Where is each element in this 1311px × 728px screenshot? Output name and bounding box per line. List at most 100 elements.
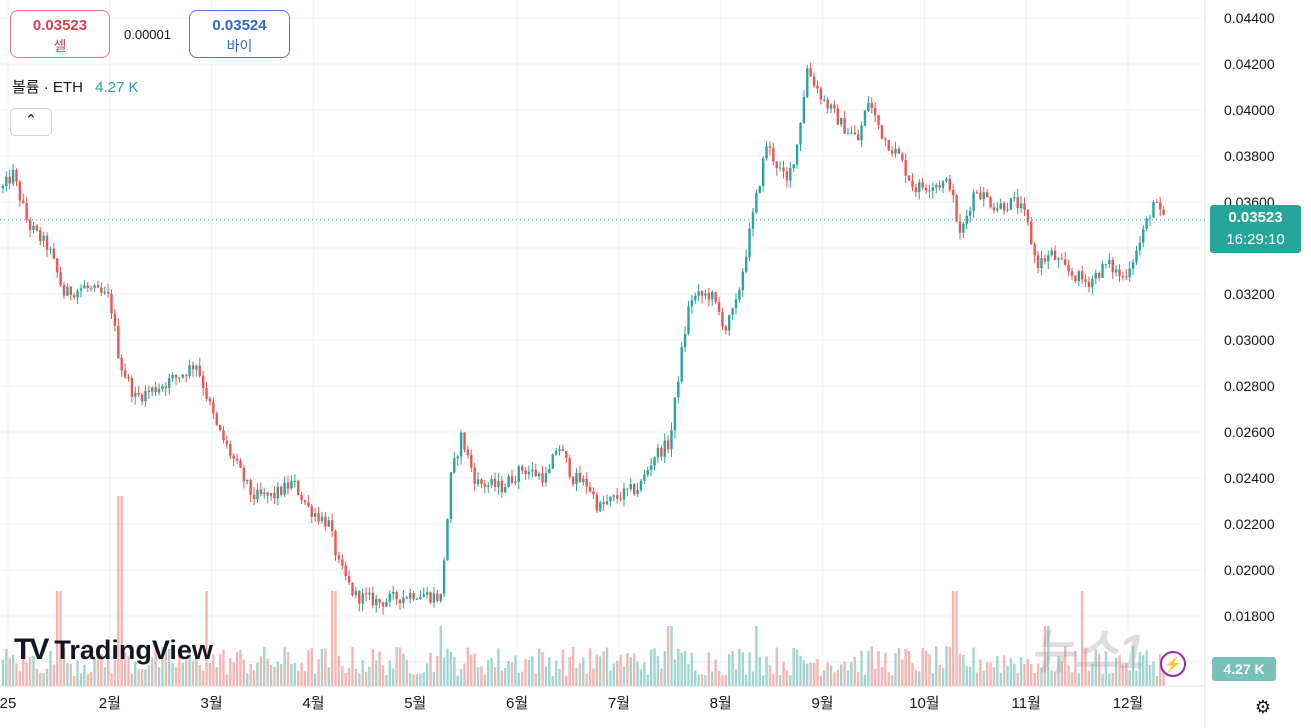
volume-bar [948, 646, 952, 686]
volume-bar [751, 671, 755, 686]
candle-body [225, 440, 229, 445]
collapse-button[interactable]: ⌃ [10, 108, 52, 136]
candle-body [1043, 258, 1047, 262]
candle-body [483, 483, 487, 487]
volume-bar [286, 652, 290, 686]
volume-bar [768, 665, 772, 686]
candle-body [1097, 272, 1101, 278]
volume-bar [222, 649, 225, 686]
candle-body [1159, 202, 1162, 210]
candle-body [985, 192, 989, 198]
candle-body [405, 597, 408, 599]
candle-body [351, 582, 354, 596]
candle-body [795, 144, 799, 165]
volume-bar [378, 651, 381, 686]
candle-body [487, 484, 490, 487]
candle-body [293, 480, 296, 482]
candle-body [358, 590, 361, 604]
volume-bar [860, 650, 863, 686]
candle-body [45, 235, 49, 250]
volume-bar [734, 669, 738, 686]
candle-body [643, 474, 646, 481]
volume-bar [215, 667, 218, 686]
candle-body [928, 190, 931, 192]
candle-body [829, 104, 833, 109]
candle-body [571, 476, 575, 484]
volume-bar [147, 665, 151, 686]
candle-body [867, 102, 870, 111]
candle-body [459, 432, 463, 457]
candle-body [649, 465, 653, 471]
candle-body [673, 397, 677, 431]
volume-bar [894, 653, 897, 686]
y-tick-label: 0.03800 [1224, 148, 1275, 164]
volume-bar [11, 654, 15, 686]
sell-button[interactable]: 0.03523 셀 [10, 10, 110, 58]
volume-bar [303, 671, 307, 686]
candle-body [653, 457, 656, 466]
volume-bar [812, 663, 816, 686]
volume-bar [989, 662, 992, 686]
volume-bar [677, 648, 680, 686]
gear-icon[interactable]: ⚙ [1254, 697, 1272, 717]
volume-bar [439, 626, 442, 686]
candle-body [524, 470, 527, 475]
volume-bar [388, 660, 392, 686]
volume-bar [69, 664, 72, 686]
candle-body [972, 192, 975, 211]
volume-bar [649, 649, 653, 686]
volume-bar [853, 657, 856, 686]
candle-body [15, 169, 18, 182]
volume-bar [761, 675, 765, 686]
candle-body [341, 559, 344, 566]
volume-bar [921, 647, 924, 686]
candle-body [955, 195, 958, 222]
x-tick-label: 25 [0, 695, 16, 712]
volume-bar [687, 664, 690, 686]
volume-bar [517, 672, 520, 686]
volume-bar [680, 652, 683, 686]
candle-body [714, 292, 717, 303]
volume-bar [612, 663, 616, 686]
candle-body [1091, 278, 1094, 288]
candle-body [846, 133, 850, 135]
volume-bar [911, 663, 914, 686]
volume-bar [670, 626, 673, 686]
volume-bar [897, 648, 901, 686]
candle-body [1070, 271, 1074, 276]
candle-body [656, 447, 660, 458]
candle-body [218, 424, 222, 431]
candle-body [174, 374, 178, 378]
volume-bar [1128, 670, 1131, 686]
candle-body [208, 398, 212, 402]
candle-body [22, 200, 25, 204]
candle-body [117, 325, 120, 358]
candle-body [290, 481, 293, 489]
candle-body [5, 176, 8, 187]
lightning-icon[interactable]: ⚡ [1160, 651, 1186, 677]
candle-body [473, 467, 476, 484]
volume-bar [836, 669, 840, 686]
volume-bar [1060, 661, 1064, 686]
buy-button[interactable]: 0.03524 바이 [189, 10, 290, 58]
candle-body [561, 449, 565, 452]
volume-bar [1043, 626, 1047, 686]
candle-body [1006, 209, 1009, 211]
candle-body [840, 118, 843, 125]
tradingview-logo[interactable]: TV TradingView [14, 632, 213, 668]
candle-body [1, 186, 5, 189]
candle-body [958, 221, 962, 233]
candle-body [361, 593, 364, 604]
volume-bar [1080, 591, 1084, 686]
candle-body [1131, 262, 1135, 269]
volume-bar [229, 657, 232, 686]
candle-body [711, 292, 714, 300]
volume-bar [1097, 654, 1101, 686]
volume-bar [829, 665, 833, 686]
volume-bar [459, 668, 463, 686]
volume-bar [320, 649, 324, 686]
y-tick-label: 0.02800 [1224, 378, 1275, 394]
candle-body [683, 333, 687, 347]
volume-bar [968, 666, 972, 686]
